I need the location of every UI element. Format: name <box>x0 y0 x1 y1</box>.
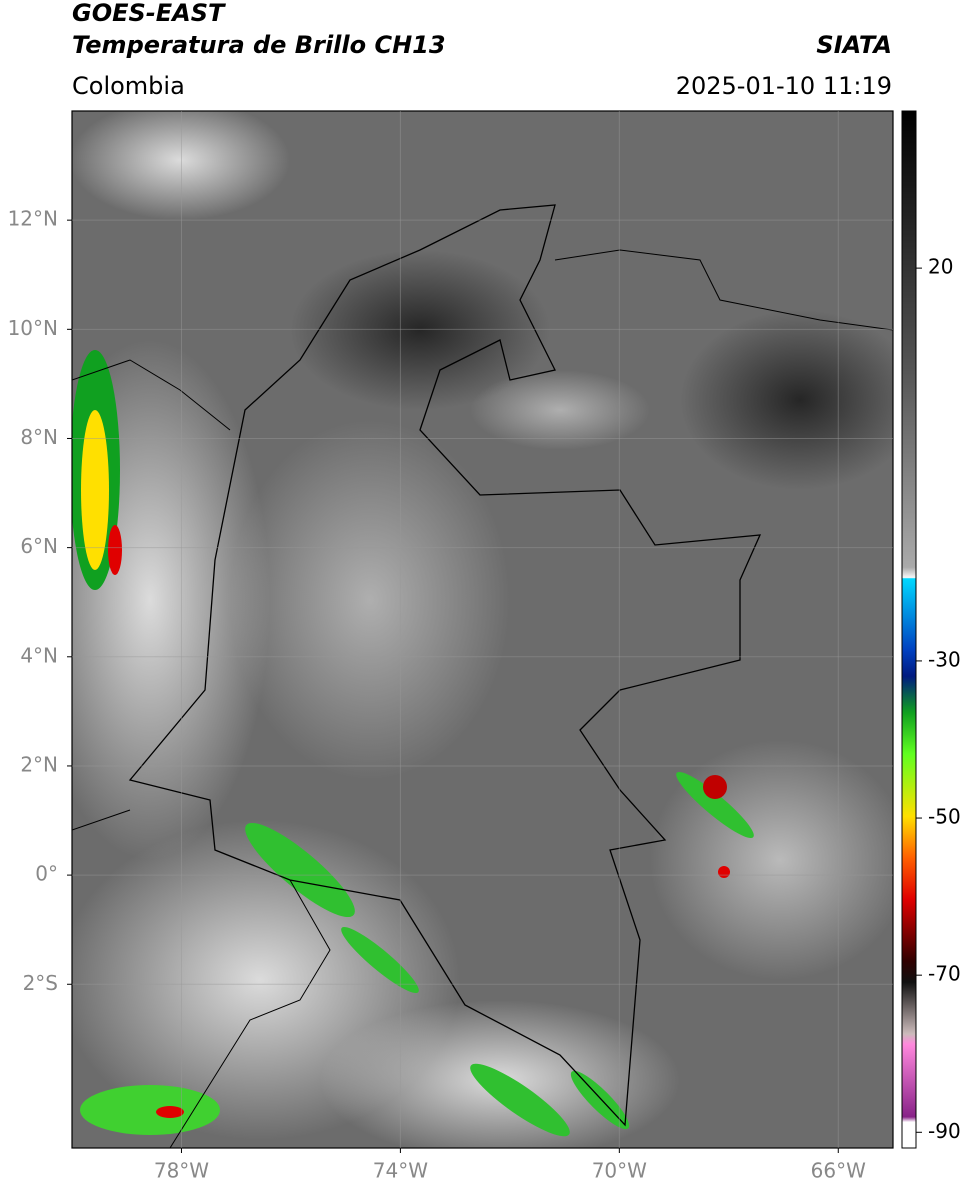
satellite-image <box>72 111 893 1148</box>
cloud <box>72 111 290 220</box>
y-tick-label: 4°N <box>20 643 58 667</box>
satellite-title: GOES-EAST <box>72 0 226 27</box>
colorbar-tick-label: -30 <box>928 647 961 671</box>
storm <box>676 771 754 839</box>
dark-area <box>680 310 893 490</box>
y-tick-label: 6°N <box>20 534 58 558</box>
colorbar <box>901 110 917 1149</box>
region-label: Colombia <box>72 72 185 100</box>
coastline <box>72 809 331 1148</box>
coastline <box>554 249 893 331</box>
storm <box>108 525 122 575</box>
source-label: SIATA <box>816 31 892 59</box>
cloud <box>72 340 270 860</box>
cloud <box>230 420 510 780</box>
x-tick-label: 70°W <box>592 1159 647 1183</box>
storm <box>718 866 730 878</box>
colorbar-tick-label: -90 <box>928 1119 961 1143</box>
colorbar-tick-label: -70 <box>928 962 961 986</box>
y-tick-label: 8°N <box>20 425 58 449</box>
y-tick-label: 2°N <box>20 752 58 776</box>
storm <box>245 822 355 918</box>
x-tick-label: 74°W <box>373 1159 428 1183</box>
y-tick-label: 12°N <box>8 207 58 231</box>
storm <box>470 1063 570 1137</box>
dark-area <box>290 250 550 410</box>
country-border <box>128 204 762 1127</box>
coastline <box>72 359 231 431</box>
map-frame <box>71 110 894 1149</box>
storm <box>341 926 419 994</box>
colorbar-tick-label: 20 <box>928 255 953 279</box>
datetime-label: 2025-01-10 11:19 <box>676 72 892 100</box>
cloud <box>470 370 650 450</box>
y-tick-label: 0° <box>35 862 58 886</box>
storm <box>703 775 727 799</box>
x-tick-label: 78°W <box>154 1159 209 1183</box>
y-tick-label: 10°N <box>8 316 58 340</box>
colorbar-tick-label: -50 <box>928 805 961 829</box>
x-tick-label: 66°W <box>811 1159 866 1183</box>
storm <box>156 1106 184 1118</box>
y-tick-label: 2°S <box>23 971 58 995</box>
product-title: Temperatura de Brillo CH13 <box>72 31 446 59</box>
storm <box>80 1085 220 1135</box>
storm <box>81 410 109 570</box>
